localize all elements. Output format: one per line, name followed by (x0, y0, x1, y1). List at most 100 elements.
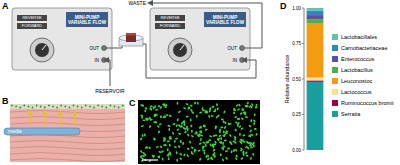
cell (220, 137, 222, 140)
bacteria (48, 105, 50, 107)
y-tick-label: 0.75 (292, 41, 301, 46)
cell (150, 105, 153, 107)
cell (149, 125, 152, 128)
cell (209, 143, 212, 146)
waste-label: WASTE (128, 0, 146, 6)
cell (149, 108, 152, 111)
cell (154, 105, 156, 108)
scale-bar (142, 159, 158, 160)
panel-label: D (280, 1, 287, 11)
cell (248, 124, 251, 127)
cell (194, 101, 197, 104)
cell (243, 113, 246, 115)
cell (241, 117, 244, 120)
y-axis-line (304, 8, 305, 150)
cell (168, 128, 170, 131)
cell (156, 146, 159, 149)
cell (182, 120, 185, 123)
cell (229, 141, 232, 144)
cell (245, 116, 248, 119)
cell (199, 131, 202, 134)
legend-label: Lactobacillus (341, 67, 373, 73)
bacteria (114, 106, 116, 108)
cell (157, 125, 160, 128)
pump-title-line: VARIABLE FLOW (206, 20, 245, 25)
cell (144, 146, 147, 149)
muscle-fiber (10, 141, 125, 144)
diffusion-arrow (74, 114, 75, 126)
bacteria (110, 105, 112, 107)
port (102, 46, 107, 51)
cell (177, 102, 179, 105)
cell (146, 118, 149, 120)
cell (250, 119, 252, 122)
cell (198, 126, 201, 129)
figure: AMINI-PUMPVARIABLE FLOWREVERSEFORWARDOUT… (0, 0, 400, 165)
cell (248, 135, 251, 138)
tissue-top (126, 33, 136, 36)
cell (204, 128, 207, 131)
cell (162, 116, 165, 118)
cell (239, 112, 242, 115)
cell (183, 123, 185, 126)
cell (151, 154, 154, 157)
cell (153, 121, 156, 124)
cell (196, 115, 198, 118)
cell (144, 109, 146, 112)
cell (197, 149, 200, 151)
cell (211, 157, 214, 160)
cell (168, 143, 171, 146)
cell (177, 118, 179, 121)
cell (142, 119, 145, 121)
cell (153, 114, 156, 117)
cell (169, 137, 172, 140)
switch-label: FORWARD (160, 23, 181, 28)
bacteria (36, 105, 38, 107)
cell (140, 114, 143, 117)
cell (211, 143, 214, 146)
bacteria (81, 107, 83, 109)
bacteria (15, 106, 17, 108)
cell (224, 132, 227, 135)
bar-segment (307, 82, 324, 150)
cell (238, 103, 241, 106)
tubing (106, 60, 110, 86)
cell (194, 133, 197, 135)
cell (227, 148, 230, 150)
cell (144, 133, 146, 136)
bacteria (69, 107, 71, 109)
cell (208, 115, 211, 118)
cell (210, 115, 213, 117)
cell (143, 154, 146, 157)
cell (246, 140, 249, 143)
cell (255, 133, 258, 136)
bar-segment (307, 78, 324, 81)
cell (233, 107, 236, 110)
muscle-fiber (10, 123, 125, 126)
legend-label: Enterococcus (341, 56, 375, 62)
cell (222, 134, 225, 137)
cell (235, 104, 238, 107)
tubing (143, 44, 256, 78)
cell (211, 105, 214, 108)
cell (224, 139, 227, 141)
cell (212, 135, 215, 137)
bar-segment (307, 11, 324, 15)
bacteria (64, 106, 66, 108)
cell (191, 135, 194, 138)
cell (224, 126, 227, 129)
diffusion-arrow (44, 114, 45, 126)
bacteria (60, 105, 62, 107)
cell (233, 149, 235, 152)
cell (248, 141, 251, 144)
cell (141, 159, 144, 162)
cell (141, 104, 144, 107)
cell (253, 119, 256, 122)
cell (237, 117, 240, 120)
cell (222, 142, 224, 145)
cell (234, 116, 237, 119)
cell (203, 125, 206, 128)
bacteria (77, 106, 79, 108)
y-axis-title: Relative abundance (284, 55, 290, 104)
cell (209, 135, 212, 138)
